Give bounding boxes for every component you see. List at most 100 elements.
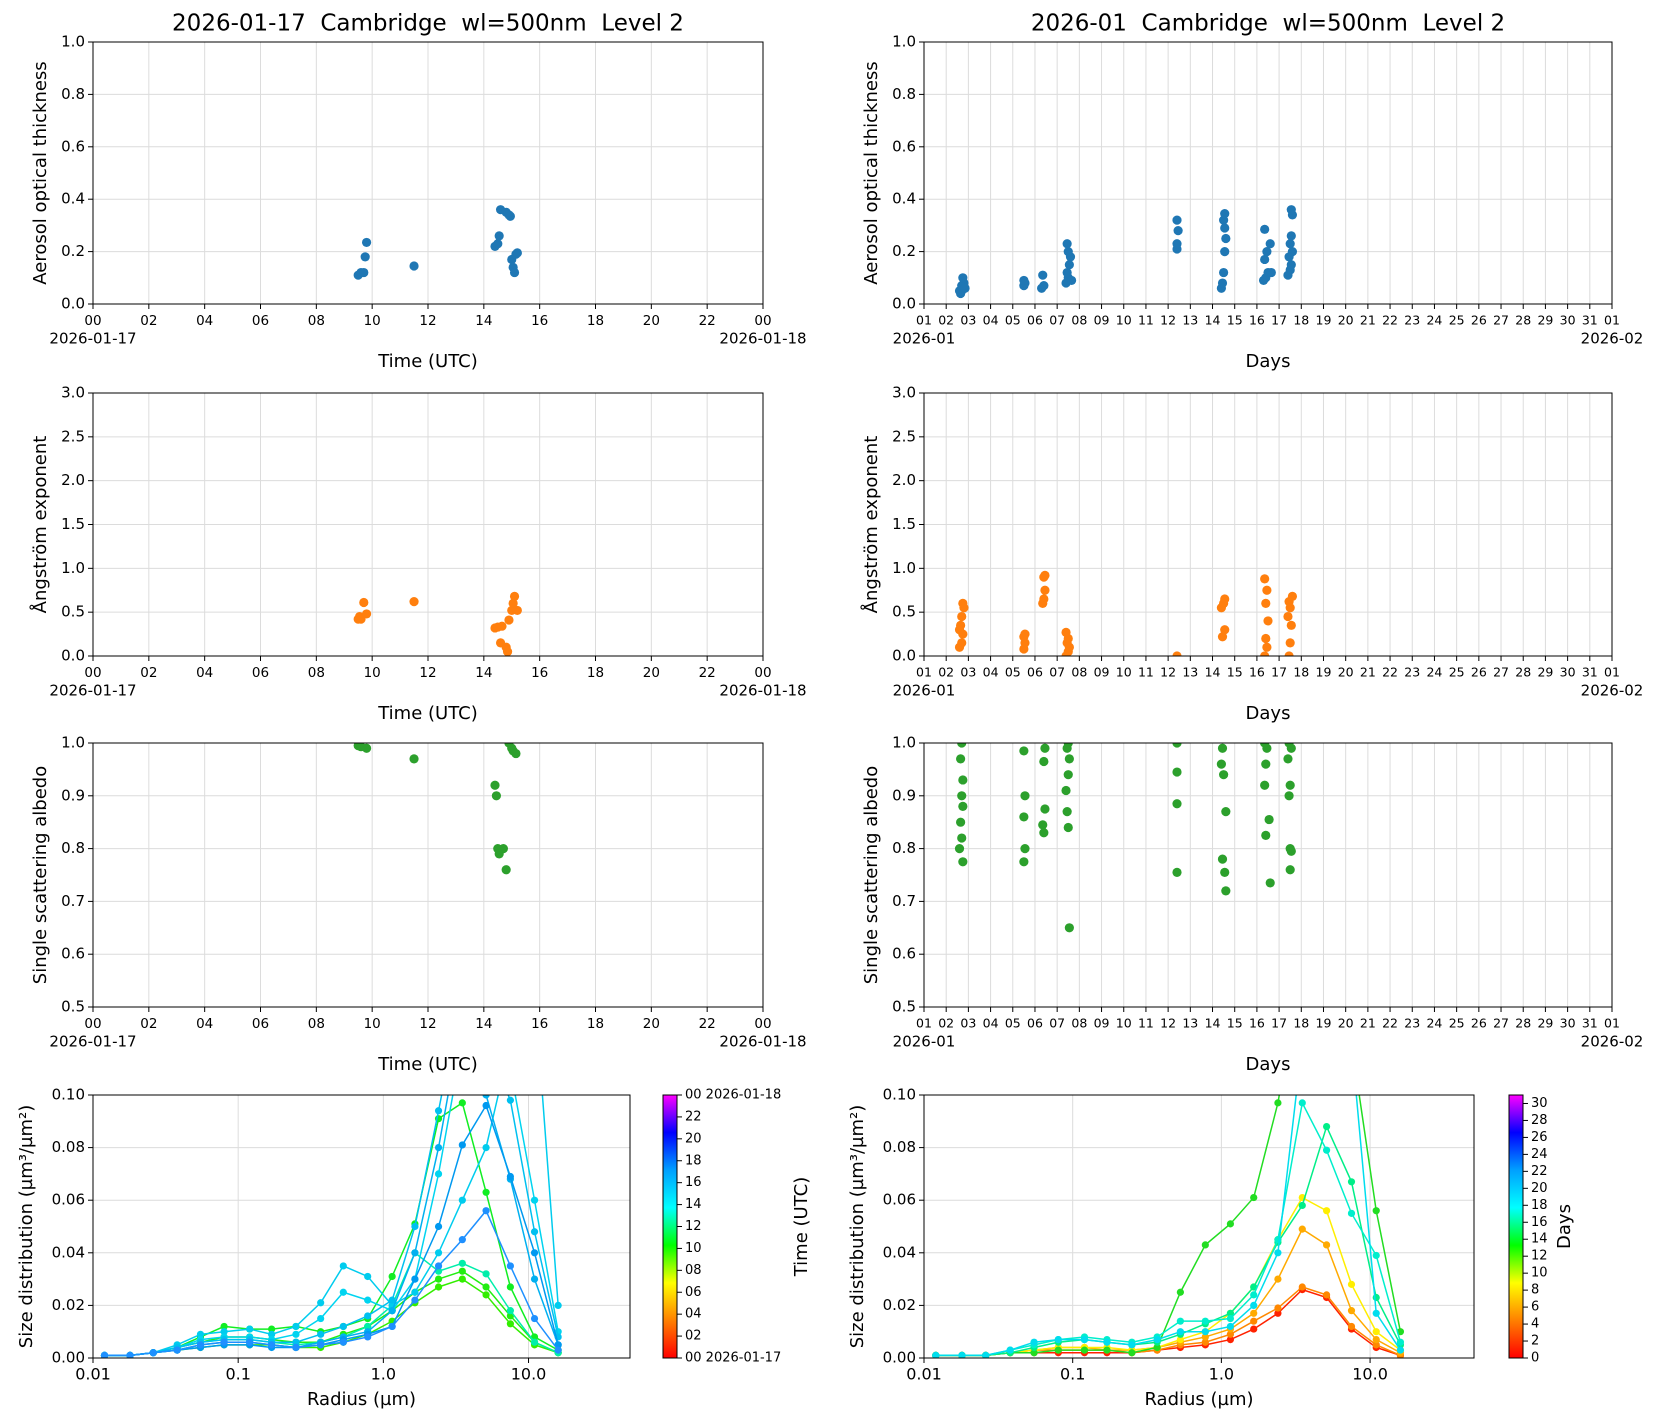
point: [960, 283, 970, 293]
point: [388, 1272, 396, 1281]
point: [1019, 857, 1029, 867]
point: [196, 1330, 205, 1338]
x-tick-label: 10: [1116, 665, 1132, 680]
point: [957, 638, 967, 648]
point: [1322, 1291, 1331, 1299]
point: [1287, 247, 1298, 257]
x-tick-label: 27: [1493, 1016, 1509, 1031]
point: [1347, 1307, 1356, 1315]
x-tick-label: 06: [1027, 665, 1043, 680]
x-tick-label: 28: [1515, 313, 1531, 328]
x-tick-label: 00: [84, 1016, 101, 1032]
y-tick-label: 1.0: [61, 33, 85, 51]
point: [1226, 1314, 1235, 1323]
x-tick-label: 21: [1360, 313, 1376, 328]
point: [1153, 1335, 1161, 1344]
y-tick-label: 0.5: [61, 603, 85, 621]
point: [1347, 1209, 1356, 1217]
series-line: [104, 1095, 559, 1357]
point: [1396, 1338, 1405, 1346]
colorbar-tick-label: 6: [1531, 1300, 1539, 1315]
point: [1201, 1241, 1209, 1249]
x-tick-label: 30: [1560, 1016, 1576, 1031]
point: [958, 775, 968, 785]
x-tick-label: 05: [1005, 1016, 1021, 1031]
y-tick-label: 0.00: [883, 1349, 916, 1367]
point: [1265, 878, 1275, 888]
point: [1062, 807, 1072, 817]
point: [1372, 1328, 1380, 1336]
x-tick-label: 26: [1471, 665, 1487, 680]
axes-frame: [923, 742, 1613, 1008]
point: [1172, 651, 1182, 656]
point: [359, 267, 369, 278]
point: [1220, 867, 1230, 877]
x-tick-label: 10: [364, 313, 381, 329]
x-tick-label: 20: [643, 313, 660, 329]
colorbar-tick-label: 18: [1531, 1198, 1548, 1213]
x-tick-label: 25: [1449, 1016, 1465, 1031]
x-tick-label: 12: [419, 313, 436, 329]
point: [1220, 209, 1230, 219]
point: [956, 754, 966, 764]
point: [509, 267, 520, 278]
point: [958, 801, 968, 811]
point: [1040, 743, 1050, 753]
x-tick-label: 04: [983, 1016, 999, 1031]
y-tick-label: 0.0: [892, 295, 916, 313]
colorbar-tick-label: 26: [1531, 1130, 1548, 1145]
point: [458, 1259, 466, 1267]
x-tick-label: 06: [252, 665, 269, 681]
point: [1261, 759, 1271, 769]
y-tick-label: 0.5: [61, 998, 85, 1016]
x-tick-label: 03: [960, 665, 976, 680]
colorbar-tick-label: 04: [685, 1307, 702, 1322]
colorbar-tick-label: 8: [1531, 1283, 1539, 1298]
point: [1172, 799, 1182, 809]
point: [530, 1275, 539, 1283]
point: [1261, 830, 1271, 841]
point: [1040, 570, 1050, 580]
point: [1284, 791, 1294, 801]
x-tick-label: 06: [1027, 313, 1043, 328]
point: [317, 1314, 325, 1323]
point: [292, 1338, 300, 1346]
point: [1221, 233, 1231, 244]
y-tick-label: 0.0: [892, 647, 916, 665]
x-tick-label: 11: [1138, 1016, 1154, 1031]
x-tick-label: 22: [699, 313, 716, 329]
x-tick-label: 16: [531, 313, 548, 329]
x-tick-label: 13: [1182, 665, 1198, 680]
colorbar-tick-label: 14: [685, 1197, 702, 1212]
x-tick-label: 00: [754, 1016, 771, 1032]
axes-frame: [923, 392, 1613, 657]
point: [509, 591, 520, 601]
point: [1063, 247, 1073, 257]
x-date-label: 2026-01-17: [49, 330, 136, 348]
colorbar-tick-label: 20: [1531, 1181, 1548, 1196]
point: [458, 1141, 466, 1149]
plot-area: [954, 743, 1296, 933]
point: [1039, 828, 1049, 838]
point: [220, 1322, 228, 1331]
point: [1284, 651, 1294, 656]
x-date-label: 2026-02: [1581, 330, 1644, 348]
point: [482, 1039, 489, 1046]
point: [1347, 1280, 1356, 1288]
point: [459, 1039, 466, 1046]
y-tick-label: 1.5: [61, 515, 85, 533]
x-tick-label: 14: [475, 665, 492, 681]
x-tick-label: 09: [1094, 1016, 1110, 1031]
y-tick-label: 2.0: [61, 471, 85, 489]
point: [458, 1236, 466, 1244]
x-tick-label: 14: [475, 313, 492, 329]
colorbar-tick-label: 22: [1531, 1164, 1548, 1179]
point: [388, 1296, 396, 1304]
point: [339, 1338, 347, 1346]
point: [530, 1228, 539, 1236]
point: [482, 1270, 490, 1278]
x-tick-label: 04: [983, 313, 999, 328]
y-tick-label: 0.2: [61, 242, 85, 260]
x-axis-label: Radius (µm): [307, 1389, 416, 1410]
point: [502, 647, 513, 656]
